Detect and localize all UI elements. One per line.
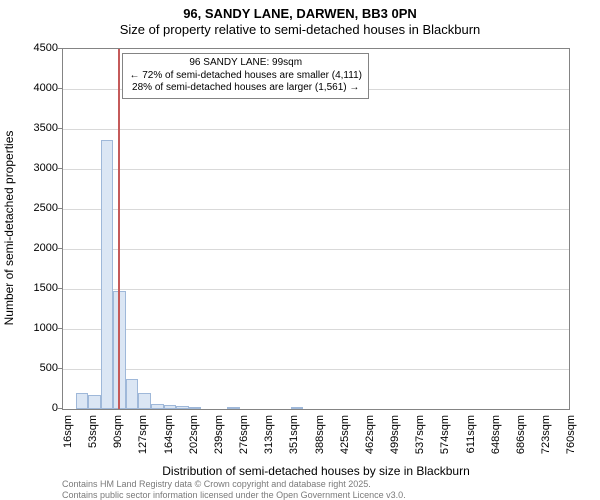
histogram-bar [164,405,177,409]
histogram-bar [138,393,151,409]
x-tick-label: 239sqm [213,415,225,454]
histogram-bar [151,404,164,409]
x-tick-label: 127sqm [137,415,149,454]
chart-footer: Contains HM Land Registry data © Crown c… [62,479,406,500]
x-tick-label: 537sqm [414,415,426,454]
x-axis-label: Distribution of semi-detached houses by … [62,464,570,478]
histogram-bar [76,393,89,409]
info-box: 96 SANDY LANE: 99sqm← 72% of semi-detach… [122,53,369,99]
info-box-line: ← 72% of semi-detached houses are smalle… [129,70,362,83]
x-tick-label: 351sqm [288,415,300,454]
x-tick-label: 760sqm [565,415,577,454]
chart-title-line1: 96, SANDY LANE, DARWEN, BB3 0PN [0,6,600,22]
y-tick-label: 4000 [8,82,58,94]
y-tick-label: 4500 [8,42,58,54]
footer-line2: Contains public sector information licen… [62,490,406,500]
x-tick-label: 388sqm [314,415,326,454]
histogram-bar [227,407,240,409]
x-tick-label: 499sqm [389,415,401,454]
info-box-line: 28% of semi-detached houses are larger (… [129,82,362,95]
histogram-bar [176,406,189,409]
histogram-bar [189,407,202,409]
x-tick-label: 276sqm [238,415,250,454]
x-tick-label: 164sqm [163,415,175,454]
x-tick-label: 462sqm [364,415,376,454]
y-axis-label: Number of semi-detached properties [2,131,16,326]
x-tick-label: 202sqm [188,415,200,454]
footer-line1: Contains HM Land Registry data © Crown c… [62,479,406,489]
x-tick-label: 648sqm [490,415,502,454]
x-tick-label: 313sqm [263,415,275,454]
chart-title-line2: Size of property relative to semi-detach… [0,22,600,38]
x-tick-label: 574sqm [439,415,451,454]
y-tick-label: 1500 [8,282,58,294]
histogram-bar [291,407,304,409]
reference-line [118,49,120,409]
chart-title-block: 96, SANDY LANE, DARWEN, BB3 0PN Size of … [0,0,600,39]
x-tick-label: 425sqm [339,415,351,454]
y-tick-label: 2000 [8,242,58,254]
histogram-bar [101,140,114,409]
y-tick-label: 0 [8,402,58,414]
histogram-bar [88,395,101,409]
chart-plot-area: 96 SANDY LANE: 99sqm← 72% of semi-detach… [62,48,570,410]
x-tick-label: 90sqm [112,415,124,448]
histogram-bar [126,379,139,409]
x-tick-label: 686sqm [515,415,527,454]
x-tick-label: 53sqm [87,415,99,448]
y-tick-label: 3500 [8,122,58,134]
x-tick-label: 723sqm [540,415,552,454]
y-tick-label: 2500 [8,202,58,214]
x-tick-label: 16sqm [62,415,74,448]
y-tick-label: 1000 [8,322,58,334]
y-tick-label: 3000 [8,162,58,174]
y-tick-label: 500 [8,362,58,374]
x-tick-label: 611sqm [465,415,477,453]
info-box-line: 96 SANDY LANE: 99sqm [129,57,362,70]
